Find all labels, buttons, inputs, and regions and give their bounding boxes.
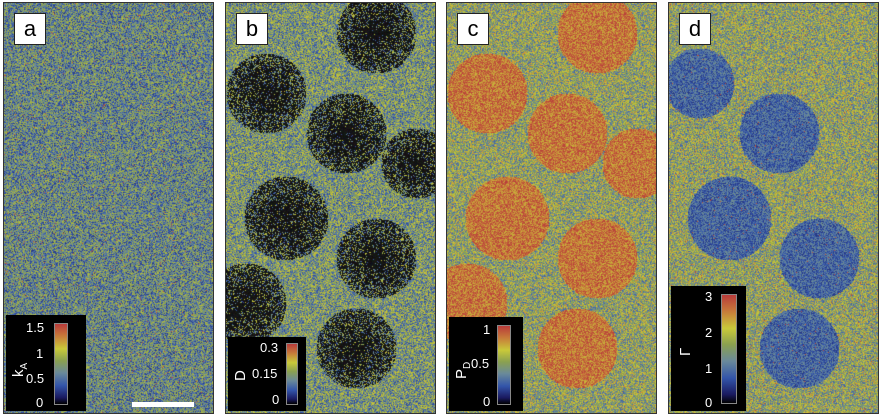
- panel-b: b 0.3 0.15 0 D: [225, 2, 436, 414]
- colorbar-symbol: Γ: [677, 347, 694, 356]
- colorbar-gamma: 3 2 1 0 Γ: [671, 286, 746, 411]
- scale-bar: [132, 402, 194, 407]
- panel-label-c: c: [457, 13, 489, 45]
- colorbar-kA: 1.5 1 0.5 0 kA: [6, 315, 86, 411]
- panel-label-d: d: [679, 13, 711, 45]
- colorbar-tick: 2: [705, 325, 713, 340]
- colorbar-tick: 0.5: [26, 371, 45, 386]
- colorbar-tick: 0: [272, 392, 280, 407]
- colorbar-symbol: PD: [453, 361, 473, 379]
- colorbar-symbol: kA: [10, 362, 30, 377]
- panel-d: d 3 2 1 0 Γ: [668, 2, 879, 414]
- colorbar-tick: 3: [705, 289, 713, 304]
- colorbar-tick: 1.5: [26, 320, 45, 335]
- colorbar-tick: 0.3: [260, 340, 279, 355]
- colorbar-tick: 1: [36, 346, 44, 361]
- colorbar-tick: 0: [483, 394, 491, 409]
- colorbar-tick: 0: [705, 395, 713, 410]
- colorbar-gradient: [286, 343, 298, 405]
- panel-c: c 1 0.5 0 PD: [446, 2, 657, 414]
- colorbar-tick: 1: [483, 322, 491, 337]
- colorbar-tick: 0.15: [252, 366, 278, 381]
- colorbar-gradient: [54, 323, 68, 405]
- panel-label-a: a: [14, 13, 46, 45]
- colorbar-symbol: D: [232, 370, 249, 381]
- colorbar-tick: 1: [705, 361, 713, 376]
- colorbar-gradient: [497, 325, 511, 405]
- colorbar-D: 0.3 0.15 0 D: [228, 337, 306, 411]
- colorbar-gradient: [721, 294, 737, 404]
- colorbar-tick: 0.5: [471, 356, 490, 371]
- panel-a: a 1.5 1 0.5 0 kA: [3, 2, 214, 414]
- colorbar-PD: 1 0.5 0 PD: [449, 317, 523, 411]
- panel-label-b: b: [236, 13, 268, 45]
- colorbar-tick: 0: [36, 395, 44, 410]
